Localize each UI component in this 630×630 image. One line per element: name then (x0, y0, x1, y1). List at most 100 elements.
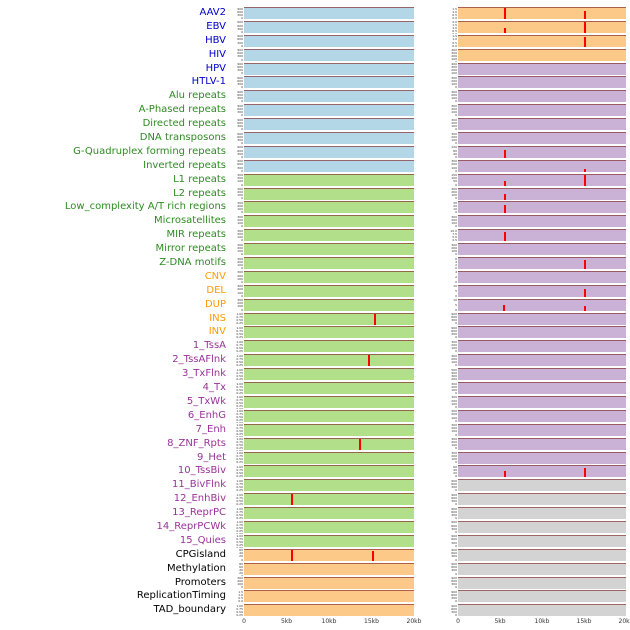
y-tick-label: 0 (241, 85, 243, 90)
y-tick-label: 1.00 (236, 534, 243, 539)
y-axis-ticks-right: 4003002001000 (444, 62, 458, 76)
y-tick-label: 0.25 (236, 348, 243, 353)
y-axis-ticks-right: 900 600 300 0 (444, 492, 458, 506)
track-panel-left (244, 243, 414, 256)
signal-spike (358, 438, 361, 450)
y-tick-label: 100 (237, 207, 243, 212)
y-axis-ticks-right: 150 100 50 0 (444, 173, 458, 187)
y-tick-label: 100 (451, 457, 457, 462)
y-tick-label: 0.25 (236, 404, 243, 409)
y-tick-label: 300 (451, 353, 457, 358)
y-tick-label: 0 (241, 210, 243, 215)
y-axis-ticks-right: 10 5 0 (444, 284, 458, 298)
track-panel-right (458, 437, 626, 450)
y-tick-label: 30 (453, 200, 457, 205)
track-row: Low_complexity A/T rich regions 300 200 100… (0, 200, 630, 214)
track-panel-right (458, 576, 626, 589)
y-axis-ticks-right: 300 200 100 0 (444, 187, 458, 201)
y-tick-label: 200 (451, 384, 457, 389)
y-tick-label: 0.75 (236, 412, 243, 417)
y-tick-label: 1.00 (236, 395, 243, 400)
track-panel-right (458, 451, 626, 464)
y-tick-label: 0.75 (236, 537, 243, 542)
y-tick-label: 100 (451, 71, 457, 76)
y-axis-ticks-right: 300 200 100 0 (444, 117, 458, 131)
track-label: 3_TxFlnk (181, 368, 226, 380)
axis-right: 0 5kb 10kb 15kb 20kb (456, 617, 630, 629)
y-tick-label: 0.75 (236, 426, 243, 431)
y-tick-label: 0 (455, 99, 457, 104)
y-axis-ticks-left: 900 600 300 0 (230, 34, 244, 48)
y-axis-ticks-left: 900 600 300 0 (230, 6, 244, 20)
track-label: 9_Het (197, 451, 226, 463)
y-tick-label: 0 (455, 196, 457, 201)
y-tick-label: 400 (451, 48, 457, 53)
y-axis-ticks-right: 300 200 100 0 (444, 409, 458, 423)
y-axis-ticks-left: 1.000.750.500.250.00 (230, 339, 244, 353)
signal-spike (504, 471, 507, 478)
y-tick-label: 300 (451, 610, 457, 615)
track-panel-left (244, 354, 414, 367)
y-tick-label: 100 (237, 235, 243, 239)
track-panel-left (244, 48, 414, 61)
y-tick-label: 0.5 (452, 29, 457, 34)
track-panel-right (458, 382, 626, 395)
y-tick-label: 100 (451, 82, 457, 87)
y-axis-ticks-left: 1.000.750.500.250.00 (230, 534, 244, 548)
y-axis-ticks-right: 300 200 100 0 (444, 75, 458, 89)
track-row: CPGisland 60 40 20 0 900 600 300 0 (0, 548, 630, 562)
y-tick-label: 0.50 (236, 345, 243, 350)
y-tick-label: 900 (451, 325, 457, 330)
y-tick-label: 900 (237, 145, 243, 150)
y-tick-label: 0 (241, 293, 243, 298)
track-label: Mirror repeats (155, 243, 226, 255)
y-tick-label: 6 (455, 256, 457, 261)
y-tick-label: 300 (451, 451, 457, 455)
y-tick-label: 100 (451, 221, 457, 226)
y-tick-label: 200 (451, 454, 457, 459)
y-tick-label: 100 (237, 179, 243, 184)
y-tick-label: 0 (241, 99, 243, 104)
track-label: INV (208, 326, 226, 338)
y-axis-ticks-left: 300 200 100 0 (230, 173, 244, 187)
y-tick-label: 200 (451, 412, 457, 417)
y-tick-label: 0.75 (236, 315, 243, 320)
track-panel-right (458, 590, 626, 603)
y-tick-label: 2.0 (452, 20, 457, 25)
track-panel-right (458, 20, 626, 33)
track-label: L2 repeats (173, 187, 226, 199)
track-panel-left (244, 604, 414, 617)
y-tick-label: 300 (237, 173, 243, 178)
y-tick-label: 200 (451, 54, 457, 59)
y-tick-label: 0.25 (236, 543, 243, 548)
track-label: HBV (205, 34, 226, 46)
y-tick-label: 600 (451, 509, 457, 514)
track-label: Alu repeats (169, 90, 226, 102)
axis-left: 0 5kb 10kb 15kb 20kb (242, 617, 421, 629)
track-label: L1 repeats (173, 173, 226, 185)
y-axis-ticks-left: 900 600 300 0 (230, 89, 244, 103)
y-axis-ticks-right: 300 200 100 0 (444, 89, 458, 103)
x-tick-label: 5kb (494, 618, 506, 626)
y-tick-label: 10 (453, 284, 457, 289)
y-tick-label: 0.75 (236, 384, 243, 389)
y-tick-label: 0 (455, 474, 457, 479)
y-tick-label: 1.0 (452, 37, 457, 42)
track-row: Inverted repeats 900 600 300 0 300 200 100 0 (0, 159, 630, 173)
track-row: L2 repeats 300 200 100 0 300 200 100 0 (0, 187, 630, 201)
track-panel-left (244, 340, 414, 353)
signal-spike (504, 27, 507, 33)
y-tick-label: 0.50 (236, 457, 243, 461)
track-panel-right (458, 104, 626, 117)
y-tick-label: 900 (451, 603, 457, 608)
y-tick-label: 1.00 (236, 312, 243, 317)
y-tick-label: 300 (451, 117, 457, 122)
y-tick-label: 0 (455, 85, 457, 90)
y-tick-label: 0 (455, 307, 457, 312)
